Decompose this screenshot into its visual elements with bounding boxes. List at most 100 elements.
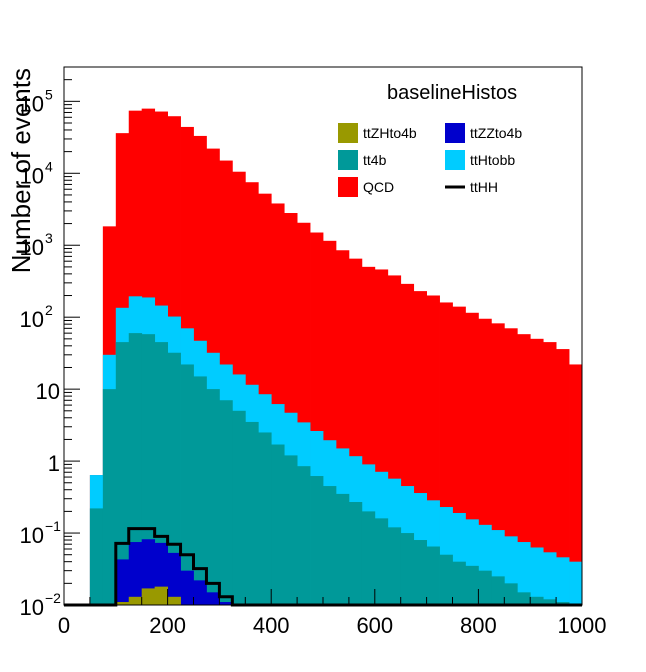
ttZZto4b-bar-8 (167, 552, 181, 605)
QCD-bar-39 (569, 364, 583, 605)
tt4b-bar-33 (491, 576, 505, 605)
tt4b-bar-26 (400, 533, 415, 605)
tt4b-bar-34 (504, 583, 518, 605)
legend-label: ttZZto4b (470, 125, 522, 141)
legend-label: ttHH (470, 179, 498, 195)
legend-entry-ttHtobb: ttHtobb (445, 150, 515, 170)
tt4b-bar-36 (530, 596, 544, 605)
tt4b-bar-28 (426, 546, 440, 605)
legend-entry-tt4b: tt4b (338, 150, 387, 170)
tt4b-bar-8 (167, 352, 181, 605)
tt4b-bar-24 (374, 518, 389, 605)
x-tick-label-5: 1000 (558, 613, 607, 638)
legend-swatch (338, 150, 358, 170)
QCD-bar-36 (530, 338, 544, 605)
y-tick-exponent-0: −2 (45, 590, 61, 606)
legend-label: ttZHto4b (363, 125, 417, 141)
legend-label: ttHtobb (470, 152, 515, 168)
legend-entry-ttZZto4b: ttZZto4b (445, 123, 522, 143)
ttZHto4b-bar-7 (154, 586, 168, 605)
tt4b-bar-20 (323, 486, 337, 605)
tt4b-bar-16 (271, 444, 285, 605)
y-tick-exponent-7: 5 (45, 86, 53, 102)
tt4b-bar-14 (245, 421, 259, 605)
y-tick-exponent-5: 3 (45, 230, 53, 246)
QCD-bar-37 (543, 342, 557, 605)
y-axis-title: Number of events (6, 68, 36, 273)
legend: ttZHto4b ttZZto4b tt4b ttHtobb QCD ttHH (338, 123, 522, 197)
tt4b-bar-17 (284, 455, 298, 605)
y-tick-label-3: 10 (36, 379, 60, 404)
legend-swatch (338, 177, 358, 197)
tt4b-bar-30 (452, 561, 466, 605)
QCD-bar-34 (504, 328, 518, 605)
tt4b-bar-2 (89, 508, 104, 605)
x-tick-label-0: 0 (58, 613, 70, 638)
ttZZto4b-bar-10 (193, 580, 207, 605)
tt4b-bar-9 (180, 364, 194, 605)
legend-entry-ttZHto4b: ttZHto4b (338, 123, 417, 143)
tt4b-bar-37 (543, 599, 557, 605)
QCD-bar-35 (517, 334, 531, 605)
ttZZto4b-bar-4 (115, 559, 130, 605)
tt4b-bar-5 (128, 333, 143, 605)
stacked-bars (89, 108, 583, 606)
x-tick-label-3: 600 (356, 613, 393, 638)
ttZZto4b-bar-9 (180, 570, 194, 605)
ttHtobb-bar-36 (530, 547, 544, 605)
y-tick-label-2: 1 (48, 451, 60, 476)
ttZHto4b-bar-5 (128, 596, 143, 605)
tt4b-bar-4 (115, 342, 130, 605)
tt4b-bar-10 (193, 376, 207, 605)
y-tick-label-5: 10 (20, 235, 44, 260)
ttZZto4b-bar-11 (206, 592, 220, 605)
tt4b-bar-15 (258, 432, 272, 605)
tt4b-bar-18 (297, 466, 311, 605)
legend-swatch (445, 123, 465, 143)
ttHtobb-bar-39 (569, 561, 583, 605)
tt4b-bar-27 (413, 540, 427, 605)
tt4b-bar-12 (219, 400, 233, 605)
x-tick-label-2: 400 (253, 613, 290, 638)
QCD-bar-38 (556, 349, 570, 605)
ttZHto4b-bar-4 (115, 602, 130, 605)
ttHtobb-bar-37 (543, 552, 557, 605)
tt4b-bar-23 (361, 511, 376, 605)
chart-title: baselineHistos (387, 82, 517, 104)
series-tt4b (89, 333, 570, 605)
legend-label: QCD (363, 179, 394, 195)
tt4b-bar-21 (335, 493, 350, 605)
ttZZto4b-bar-12 (219, 602, 233, 605)
ttZZto4b-bar-5 (128, 542, 143, 605)
ttHtobb-bar-35 (517, 542, 531, 605)
y-tick-label-4: 10 (20, 307, 44, 332)
y-tick-exponent-6: 4 (45, 158, 53, 174)
tt4b-bar-7 (154, 342, 168, 605)
ttHtobb-bar-38 (556, 557, 570, 605)
legend-label: tt4b (363, 152, 387, 168)
y-tick-exponent-4: 2 (45, 302, 53, 318)
legend-swatch (445, 150, 465, 170)
legend-entry-ttHH: ttHH (445, 179, 498, 195)
tt4b-bar-11 (206, 389, 220, 605)
legend-swatch (338, 123, 358, 143)
tt4b-bar-31 (465, 565, 479, 605)
y-tick-exponent-1: −1 (45, 518, 61, 534)
tt4b-bar-3 (102, 389, 117, 605)
x-tick-label-1: 200 (149, 613, 186, 638)
ttZHto4b-bar-8 (167, 596, 181, 605)
y-tick-label-1: 10 (20, 523, 44, 548)
tt4b-bar-25 (387, 527, 402, 605)
tt4b-bar-6 (141, 334, 156, 605)
x-tick-label-4: 800 (460, 613, 497, 638)
y-tick-label-6: 10 (20, 163, 44, 188)
y-tick-label-0: 10 (20, 595, 44, 620)
series-ttZHto4b (115, 586, 181, 605)
legend-entry-QCD: QCD (338, 177, 394, 197)
tt4b-bar-22 (348, 502, 363, 605)
tt4b-bar-13 (232, 410, 246, 605)
tt4b-bar-35 (517, 592, 531, 605)
y-tick-label-7: 10 (20, 91, 44, 116)
tt4b-bar-29 (439, 554, 453, 605)
